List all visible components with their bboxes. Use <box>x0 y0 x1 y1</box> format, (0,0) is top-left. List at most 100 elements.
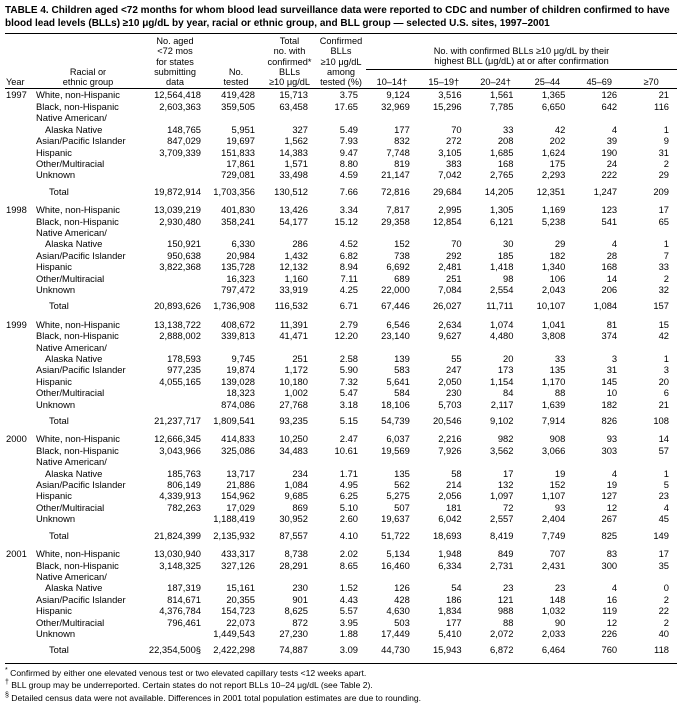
value-cell: 57 <box>658 444 669 456</box>
group-label: Hispanic <box>36 490 72 502</box>
value-cell: 74,887 <box>279 644 308 656</box>
header-row-main: Year Racial or ethnic group No. aged <72… <box>5 33 677 90</box>
total-row: Total 21,237,717 1,809,541 93,235 5.15 54,739… <box>5 410 677 433</box>
value-cell: 116,532 <box>274 300 308 312</box>
value-cell: 1 <box>663 353 669 365</box>
value-cell: 2,603,363 <box>159 100 201 112</box>
value-cell: 6.82 <box>339 249 358 261</box>
table-row: Asian/Pacific Islander 977,235 19,874 1,172… <box>5 364 677 375</box>
value-cell: 908 <box>549 433 566 445</box>
value-cell: 584 <box>394 387 410 399</box>
value-cell: 2 <box>663 616 669 628</box>
group-label: Unknown <box>36 513 76 525</box>
value-cell <box>141 169 209 180</box>
value-cell: 72,816 <box>381 185 410 197</box>
footnotes: * Confirmed by either one elevated venou… <box>5 664 677 703</box>
value-cell: 132 <box>497 479 514 491</box>
value-cell: 54 <box>451 582 462 594</box>
year-label <box>5 490 35 501</box>
table-row: Unknown 874,086 27,768 3.18 18,106 5,703 2,117… <box>5 399 677 410</box>
year-label <box>5 147 35 158</box>
value-cell: 119 <box>602 605 618 617</box>
value-cell: 51,722 <box>381 529 410 541</box>
value-cell <box>418 112 470 123</box>
value-cell: 2 <box>663 593 669 605</box>
value-cell: 126 <box>601 89 618 101</box>
value-cell: 13,138,722 <box>154 318 201 330</box>
group-label: Native American/ <box>36 456 107 468</box>
value-cell: 135 <box>549 364 566 376</box>
year-label: 1997 <box>6 89 27 101</box>
value-cell: 87,557 <box>279 529 308 541</box>
value-cell: 3,066 <box>541 444 566 456</box>
value-cell <box>625 571 677 582</box>
value-cell: 1,169 <box>541 204 566 216</box>
value-cell: 121 <box>497 593 514 605</box>
value-cell: 9,124 <box>386 89 410 101</box>
value-cell: 2,930,480 <box>159 215 201 227</box>
table-row: Black, non-Hispanic 2,888,002 339,813 41,47… <box>5 330 677 341</box>
value-cell: 70 <box>451 238 462 250</box>
value-cell: 303 <box>601 444 618 456</box>
value-cell: 190 <box>601 146 618 158</box>
value-cell: 1,624 <box>541 146 566 158</box>
value-cell: 3.34 <box>339 204 358 216</box>
group-label: Total <box>49 415 69 427</box>
value-cell <box>209 342 263 353</box>
table-header: Year Racial or ethnic group No. aged <72… <box>5 33 677 90</box>
value-cell: 39 <box>606 135 618 147</box>
value-cell: 19,697 <box>226 135 255 147</box>
value-cell: 20 <box>658 375 669 387</box>
value-cell: 358,241 <box>221 215 255 227</box>
value-cell: 83 <box>606 548 618 560</box>
value-cell: 11,711 <box>486 300 514 312</box>
value-cell: 6,042 <box>438 513 462 525</box>
table-row: Native American/ <box>5 112 677 123</box>
table-title: TABLE 4. Children aged <72 months for wh… <box>5 5 670 29</box>
value-cell: 21 <box>658 398 669 410</box>
value-cell: 419,428 <box>221 89 255 101</box>
value-cell: 9 <box>663 135 669 147</box>
value-cell: 1,703,356 <box>213 185 255 197</box>
value-cell <box>141 158 209 169</box>
value-cell: 1,365 <box>541 89 566 101</box>
value-cell: 2 <box>663 272 669 284</box>
value-cell: 2,043 <box>541 283 566 295</box>
group-label: Asian/Pacific Islander <box>36 364 126 376</box>
group-label: Black, non-Hispanic <box>36 215 119 227</box>
value-cell: 226 <box>601 627 618 639</box>
value-cell: 29 <box>554 238 566 250</box>
value-cell: 4,055,165 <box>159 375 201 387</box>
year-label <box>5 513 35 524</box>
value-cell: 1,948 <box>438 548 462 560</box>
year-label <box>5 227 35 238</box>
value-cell: 21 <box>658 89 669 101</box>
year-label <box>5 261 35 272</box>
total-row: Total 20,893,626 1,736,908 116,532 6.71 67,44… <box>5 295 677 318</box>
value-cell: 17,029 <box>226 501 255 513</box>
total-row: Total 19,872,914 1,703,356 130,512 7.66 72,81… <box>5 181 677 204</box>
value-cell: 1 <box>663 238 669 250</box>
value-cell: 8,625 <box>284 605 308 617</box>
value-cell: 339,813 <box>221 330 255 342</box>
group-label: Total <box>49 185 69 197</box>
value-cell: 84 <box>503 387 514 399</box>
value-cell <box>625 227 677 238</box>
value-cell: 14 <box>658 433 669 445</box>
value-cell: 42 <box>658 330 669 342</box>
group-label: Other/Multiracial <box>36 501 105 513</box>
year-label <box>5 238 35 249</box>
group-label: Alaska Native <box>45 582 103 594</box>
value-cell: 1,736,908 <box>213 300 255 312</box>
total-row: Total 22,354,500§ 2,422,298 74,887 3.09 44,73… <box>5 639 677 663</box>
group-label: Alaska Native <box>45 467 103 479</box>
value-cell: 12,666,345 <box>154 433 201 445</box>
value-cell: 3,148,325 <box>159 559 201 571</box>
value-cell: 30,952 <box>279 513 308 525</box>
year-label <box>5 617 35 628</box>
value-cell <box>209 456 263 467</box>
value-cell: 6.71 <box>339 300 358 312</box>
table-row: Native American/ <box>5 227 677 238</box>
table-row: Unknown 1,449,543 27,230 1.88 17,449 5,410 2,0… <box>5 628 677 639</box>
footnote-text: Confirmed by either one elevated venous … <box>7 667 367 678</box>
